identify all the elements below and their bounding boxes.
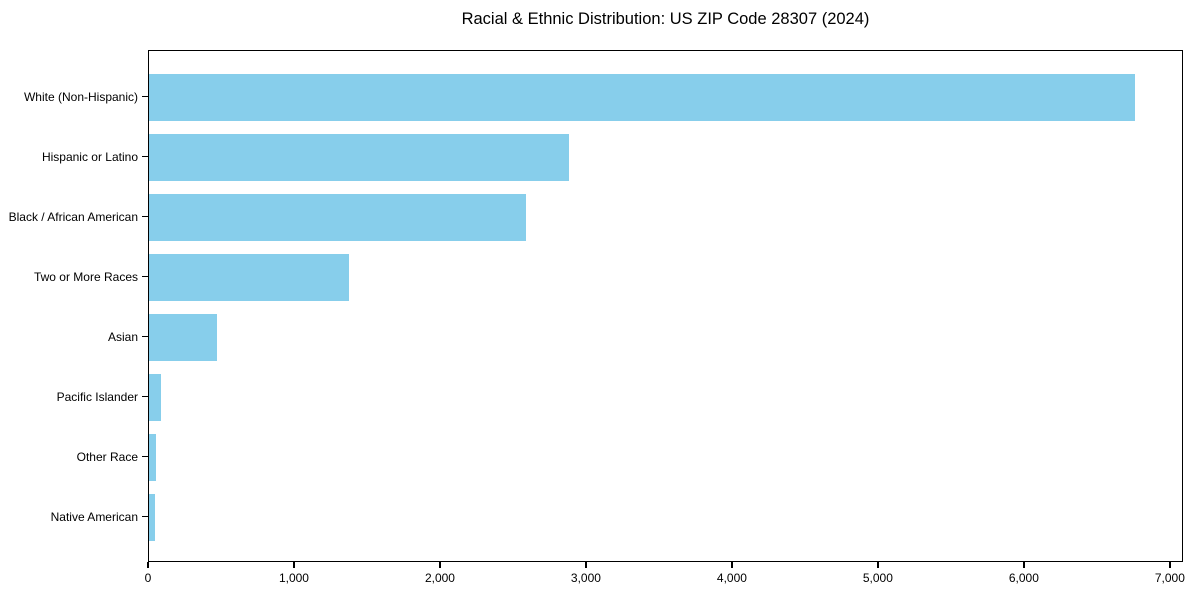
category-label: Asian	[107, 329, 138, 344]
x-tick-label: 2,000	[424, 571, 455, 585]
x-tick-label: 6,000	[1008, 571, 1039, 585]
bar	[149, 374, 162, 421]
bar	[149, 314, 218, 361]
category-label: White (Non-Hispanic)	[23, 89, 138, 104]
bar	[149, 74, 1135, 121]
y-tick-mark	[142, 215, 148, 218]
y-tick-mark	[142, 395, 148, 398]
x-tick-label: 5,000	[862, 571, 893, 585]
bar	[149, 134, 569, 181]
x-tick-mark	[147, 562, 149, 568]
y-tick-mark	[142, 455, 148, 458]
x-tick-mark	[439, 562, 441, 568]
category-label: Other Race	[76, 449, 138, 464]
x-tick-label: 7,000	[1154, 571, 1185, 585]
y-tick-mark	[142, 335, 148, 338]
plot-area	[148, 50, 1183, 562]
x-tick-label: 3,000	[570, 571, 601, 585]
y-tick-mark	[142, 275, 148, 278]
x-tick-label: 0	[144, 571, 152, 585]
x-tick-mark	[1023, 562, 1025, 568]
x-tick-mark	[731, 562, 733, 568]
chart-title: Racial & Ethnic Distribution: US ZIP Cod…	[461, 10, 870, 28]
category-label: Black / African American	[8, 209, 138, 224]
x-tick-mark	[585, 562, 587, 568]
y-tick-mark	[142, 155, 148, 158]
bar	[149, 194, 526, 241]
bar	[149, 494, 155, 541]
x-tick-mark	[877, 562, 879, 568]
category-label: Two or More Races	[33, 269, 138, 284]
bar	[149, 254, 350, 301]
y-tick-mark	[142, 95, 148, 98]
y-tick-mark	[142, 515, 148, 518]
x-tick-label: 1,000	[278, 571, 309, 585]
category-label: Pacific Islander	[56, 389, 138, 404]
x-tick-mark	[1169, 562, 1171, 568]
x-tick-mark	[293, 562, 295, 568]
category-label: Hispanic or Latino	[41, 149, 138, 164]
bar	[149, 434, 156, 481]
x-tick-label: 4,000	[716, 571, 747, 585]
category-label: Native American	[50, 509, 138, 524]
